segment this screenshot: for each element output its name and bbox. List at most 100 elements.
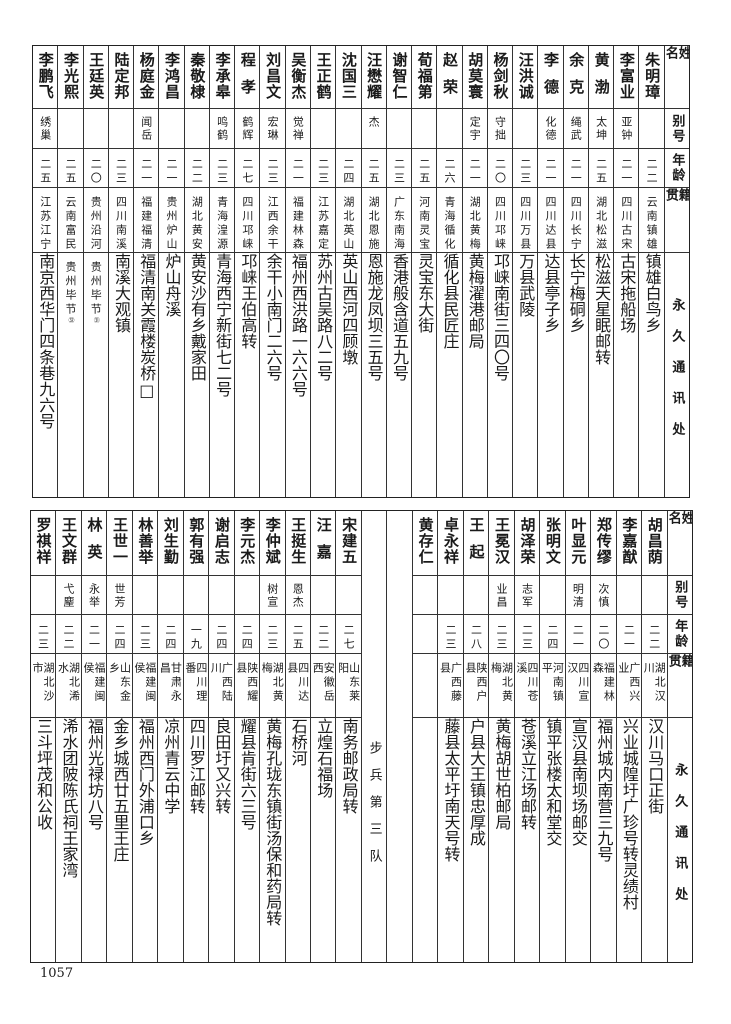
cell-name: 汪洪诚 xyxy=(513,46,538,109)
cell-age: 二〇 xyxy=(83,149,108,188)
cell-age: 二二 xyxy=(310,615,336,654)
person-age: 二五 xyxy=(367,158,381,186)
cell-name: 李富业 xyxy=(614,46,639,109)
cell-age: 二二 xyxy=(184,149,209,188)
cell-name: 谢智仁 xyxy=(386,46,412,109)
cell-age: 二一 xyxy=(565,615,591,654)
cell-name: 李嘉猷 xyxy=(616,511,642,576)
cell-origin: 湖北沙市 xyxy=(30,654,56,718)
table-row: 陆定邦 二三 四川南溪 南溪大观镇 xyxy=(107,46,134,497)
cell-alias: 绳武 xyxy=(563,109,588,149)
cell-alias xyxy=(336,109,361,149)
cell-address: 良田圩又兴转 xyxy=(209,718,233,962)
person-name: 张明文 xyxy=(543,517,562,565)
table-row: 吴衡杰 觉禅 二一 福建林森 福州西洪路一六六号 xyxy=(284,46,311,497)
cell-address: 宣汉县南坝场邮交 xyxy=(566,718,590,962)
person-age: 二四 xyxy=(240,624,254,652)
cell-address: 英山西河四顾墩 xyxy=(336,253,360,497)
person-origin: 四川达县 xyxy=(285,662,310,704)
table-row: 谢启志 二四 广西陆川 良田圩又兴转 xyxy=(208,511,234,962)
person-alias: 杰 xyxy=(367,116,381,129)
header-cell-age: 年龄 xyxy=(664,149,689,188)
cell-age: 二四 xyxy=(336,149,361,188)
cell-origin: 安徽岳西 xyxy=(310,654,336,718)
cell-origin: 四川达县 xyxy=(538,188,563,253)
cell-origin: 江苏江宁 xyxy=(33,188,58,253)
header-label-age: 年龄 xyxy=(672,619,688,649)
cell-age: 二一 xyxy=(616,615,642,654)
cell-address: 福州城内南营三九号 xyxy=(591,718,615,962)
cell-age: 二一 xyxy=(285,149,311,188)
person-name: 余克 xyxy=(567,52,586,106)
cell-address: 立煌石福场 xyxy=(311,718,335,962)
cell-origin: 山东金乡 xyxy=(107,654,132,718)
cell-age: 二六 xyxy=(437,149,462,188)
person-origin: 江西余干 xyxy=(266,196,280,252)
person-age: 二八 xyxy=(469,624,483,652)
person-age: 二五 xyxy=(38,158,52,186)
footnote-marker: ㉛ xyxy=(92,317,100,326)
cell-name: 沈国三 xyxy=(336,46,361,109)
cell-name: 张明文 xyxy=(540,511,565,576)
cell-alias xyxy=(540,576,565,615)
cell-age: 二一 xyxy=(462,149,487,188)
person-age: 二四 xyxy=(214,624,228,652)
table-row: 卓永祥 二三 广西藤县 藤县太平圩南天号转 xyxy=(437,511,463,962)
person-age: 二四 xyxy=(545,624,559,652)
blank-column xyxy=(386,511,411,962)
table-row: 汪懋耀杰二五 湖北恩施 恩施龙凤坝三五号 xyxy=(360,46,386,497)
cell-alias xyxy=(336,576,361,615)
cell-alias: 弋麈 xyxy=(56,576,81,615)
cell-alias: 树宣 xyxy=(260,576,285,615)
cell-name: 汪懋耀 xyxy=(361,46,386,109)
person-name: 李元杰 xyxy=(238,517,257,565)
cell-origin: 广西兴业 xyxy=(616,654,642,718)
person-age: 二一 xyxy=(571,624,585,652)
cell-age: 二五 xyxy=(588,149,614,188)
cell-alias xyxy=(639,109,664,149)
header-cell-name: 姓名 xyxy=(667,511,692,576)
cell-age: 二三 xyxy=(489,615,514,654)
cell-address: 福州西门外浦口乡 xyxy=(133,718,157,962)
cell-age xyxy=(412,615,438,654)
person-origin: 四川达县 xyxy=(544,196,558,252)
table-row: 刘昌文 宏琳 二三 江西余干 余干小南门二六号 xyxy=(259,46,285,497)
cell-alias xyxy=(108,109,134,149)
cell-address: 循化县民匠庄 xyxy=(437,253,461,497)
person-age: 二二 xyxy=(62,624,76,652)
cell-address: 古宋拖船场 xyxy=(614,253,638,497)
cell-age: 二七 xyxy=(235,149,260,188)
table-row: 谢智仁 二三 广东南海 香港般含道五九号 xyxy=(385,46,412,497)
person-age: 二三 xyxy=(520,624,534,652)
person-address: 福州光禄坊八号 xyxy=(84,718,104,830)
person-alias: 明清 xyxy=(571,583,585,609)
cell-origin: 云南富民 xyxy=(58,188,83,253)
person-alias: 绳武 xyxy=(569,116,583,142)
cell-name: 王世一 xyxy=(107,511,132,576)
cell-age: 二五 xyxy=(412,149,437,188)
person-name: 陆定邦 xyxy=(112,52,131,100)
cell-name: 卓永祥 xyxy=(438,511,463,576)
cell-age: 二四 xyxy=(540,615,565,654)
cell-origin: 湖北恩施 xyxy=(361,188,386,253)
table-row: 赵荣 二六 青海循化 循化县民匠庄 xyxy=(436,46,462,497)
cell-age: 二四 xyxy=(158,615,183,654)
person-address: 兴业城隍圩广珍号转灵绩村 xyxy=(619,718,639,910)
person-name: 郑传缪 xyxy=(594,517,613,565)
cell-origin: 四川苍溪 xyxy=(514,654,540,718)
person-name: 李富业 xyxy=(617,52,636,100)
table-row: 郑传缪 次慎 二〇 福建林森 福州城内南营三九号 xyxy=(590,511,616,962)
person-address: 耀县肯街六三号 xyxy=(237,718,257,830)
cell-age: 二一 xyxy=(81,615,107,654)
cell-origin: 青海湟源 xyxy=(209,188,235,253)
cell-address: 黄安沙有乡戴家田 xyxy=(185,253,209,497)
person-origin: 河南镇平 xyxy=(540,662,565,704)
cell-alias xyxy=(438,576,463,615)
person-origin: 湖北恩施 xyxy=(367,196,381,252)
cell-alias: 业昌 xyxy=(489,576,514,615)
header-label-alias: 别号 xyxy=(672,580,688,610)
cell-origin: 湖北汉川 xyxy=(642,654,667,718)
table-row: 林英 永举 二一 福建闽侯 福州光禄坊八号 xyxy=(80,511,107,962)
cell-origin: 陕西耀县 xyxy=(234,654,260,718)
cell-alias xyxy=(58,109,83,149)
